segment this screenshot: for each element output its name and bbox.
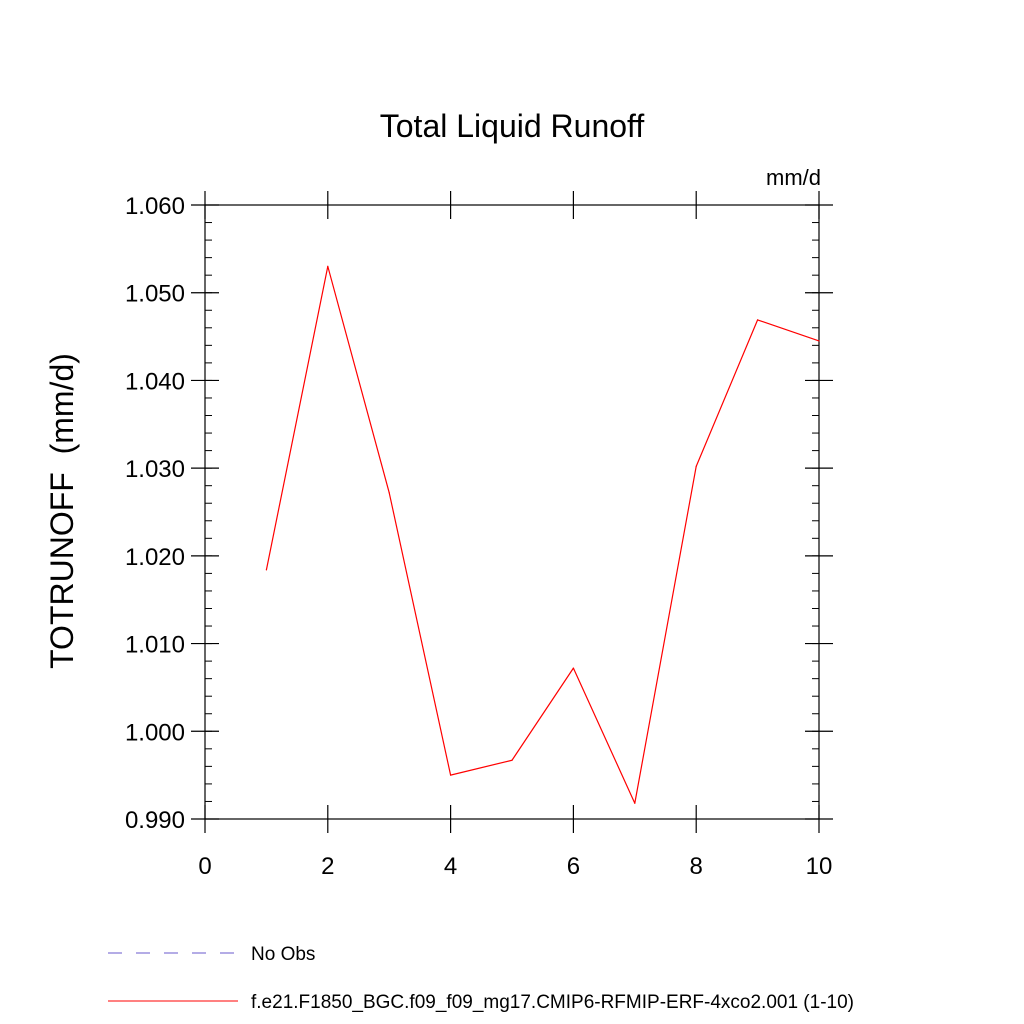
data-point <box>450 774 452 776</box>
y-tick-label: 1.020 <box>125 544 185 571</box>
series-layer <box>265 265 820 804</box>
legend-label: f.e21.F1850_BGC.f09_f09_mg17.CMIP6-RFMIP… <box>251 992 854 1013</box>
axis-ticks: 0 2 4 6 8 10 0.990 1.000 1.010 1.020 1.030 1.040 1.0… <box>125 191 833 880</box>
series-line <box>265 265 820 804</box>
data-point <box>265 569 267 571</box>
y-tick-label: 1.000 <box>125 719 185 746</box>
x-tick-label: 0 <box>198 853 211 880</box>
data-point <box>388 492 390 494</box>
chart-title: Total Liquid Runoff <box>380 108 645 144</box>
y-tick-label: 1.030 <box>125 456 185 483</box>
x-tick-label: 10 <box>806 853 833 880</box>
units-label: mm/d <box>766 165 821 190</box>
legend: No Obs f.e21.F1850_BGC.f09_f09_mg17.CMIP6… <box>108 944 854 1013</box>
y-axis-label: TOTRUNOFF (mm/d) <box>44 353 80 669</box>
data-point <box>757 319 759 321</box>
y-tick-label: 1.060 <box>125 193 185 220</box>
data-point <box>634 802 636 804</box>
x-tick-label: 2 <box>321 853 334 880</box>
data-point <box>511 759 513 761</box>
x-tick-label: 4 <box>444 853 457 880</box>
plot-frame <box>204 204 820 820</box>
x-tick-label: 6 <box>567 853 580 880</box>
data-point <box>327 265 329 267</box>
data-point <box>818 340 820 342</box>
y-tick-label: 1.050 <box>125 281 185 308</box>
legend-label: No Obs <box>251 944 315 965</box>
y-tick-label: 0.990 <box>125 807 185 834</box>
y-tick-label: 1.010 <box>125 632 185 659</box>
y-tick-label: 1.040 <box>125 368 185 395</box>
x-tick-label: 8 <box>690 853 703 880</box>
data-point <box>695 465 697 467</box>
data-point <box>572 667 575 669</box>
